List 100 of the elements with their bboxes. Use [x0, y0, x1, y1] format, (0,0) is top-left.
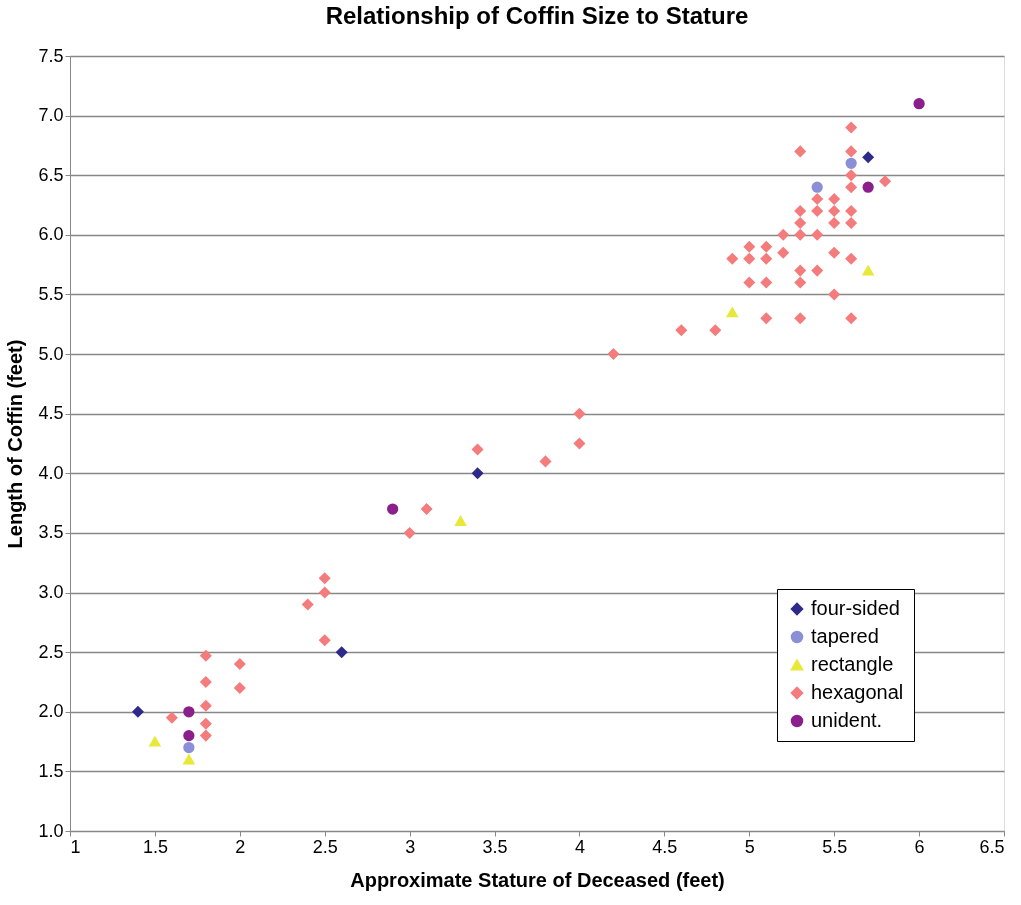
y-tick-label: 5.0 [38, 343, 64, 364]
point [845, 253, 857, 265]
x-tick-label: 5.5 [822, 836, 848, 857]
point [760, 253, 772, 265]
y-tick-label: 6.0 [38, 224, 64, 245]
point [845, 181, 857, 193]
point [726, 253, 738, 265]
x-tick-label: 5 [744, 836, 755, 857]
point [794, 312, 806, 324]
point [794, 217, 806, 229]
point [862, 151, 874, 163]
point [336, 646, 348, 658]
point [862, 265, 874, 276]
point [183, 706, 195, 718]
point [234, 658, 246, 670]
point [200, 718, 212, 730]
x-axis-title: Approximate Stature of Deceased (feet) [350, 868, 725, 891]
point [811, 193, 823, 205]
point [200, 729, 212, 742]
point [777, 229, 789, 241]
point [200, 676, 212, 688]
point [794, 264, 806, 277]
x-tick-label: 2.5 [312, 836, 338, 857]
y-tick-label: 2.5 [38, 641, 64, 662]
point [845, 121, 857, 134]
y-tick-label: 4.0 [38, 462, 64, 483]
x-tick-label: 1.5 [142, 836, 168, 857]
point [183, 729, 195, 742]
y-axis-title: Length of Coffin (feet) [4, 339, 27, 549]
x-tick-label: 6.5 [979, 836, 1005, 857]
point [828, 193, 840, 205]
point [845, 145, 857, 158]
point [471, 467, 484, 479]
point [794, 276, 806, 289]
point [760, 312, 772, 324]
y-tick-label: 7.5 [38, 45, 64, 66]
point [743, 253, 755, 265]
point [828, 217, 840, 229]
point [760, 276, 772, 289]
point [845, 205, 857, 217]
point [539, 455, 552, 468]
x-tick-label: 1 [70, 836, 81, 857]
point [811, 229, 823, 241]
y-tick-label: 1.5 [38, 760, 64, 781]
point [913, 98, 925, 110]
point [845, 157, 857, 169]
point [811, 264, 823, 277]
point [573, 408, 586, 420]
y-tick-label: 3.0 [38, 582, 64, 603]
point [811, 205, 823, 217]
point [828, 288, 840, 301]
point [828, 205, 840, 217]
point [183, 741, 195, 754]
point [454, 515, 467, 527]
x-tick-label: 2 [235, 836, 246, 857]
point [471, 443, 484, 456]
point [132, 706, 144, 718]
x-tick-label: 3 [405, 836, 416, 857]
y-tick-label: 4.5 [38, 403, 64, 424]
point [149, 736, 161, 747]
point [302, 598, 314, 611]
point [760, 241, 772, 253]
y-tick-label: 6.5 [38, 164, 64, 185]
point [845, 312, 857, 324]
point [743, 276, 755, 289]
point [420, 503, 433, 515]
x-tick-label: 4.5 [652, 836, 678, 857]
point [811, 181, 823, 193]
point [879, 175, 891, 187]
point [319, 634, 331, 646]
point [234, 682, 246, 694]
x-tick-label: 6 [914, 836, 925, 857]
point [319, 572, 331, 584]
legend-label: four-sided [811, 597, 900, 619]
point [845, 217, 857, 229]
point [200, 700, 212, 712]
point [794, 205, 806, 217]
point [183, 754, 195, 765]
point [794, 145, 806, 158]
point [319, 586, 331, 599]
point [743, 241, 755, 253]
point [777, 247, 789, 259]
point [709, 324, 721, 336]
y-tick-label: 5.5 [38, 283, 64, 304]
point [845, 169, 857, 181]
y-tick-label: 1.0 [38, 820, 64, 841]
point [387, 503, 399, 515]
y-tick-label: 2.0 [38, 701, 64, 722]
point [675, 324, 687, 336]
point [726, 307, 738, 318]
legend-label: hexagonal [811, 681, 904, 703]
point [166, 712, 178, 724]
point [200, 650, 212, 662]
legend-label: rectangle [811, 653, 894, 675]
legend-label: tapered [811, 625, 879, 647]
y-tick-label: 3.5 [38, 522, 64, 543]
point [573, 437, 586, 450]
chart-title: Relationship of Coffin Size to Stature [325, 2, 749, 29]
x-tick-label: 4 [574, 836, 585, 857]
point [828, 247, 840, 259]
